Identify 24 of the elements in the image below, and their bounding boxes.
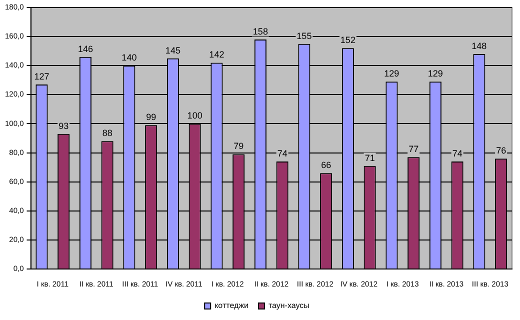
data-label: 66 xyxy=(321,160,332,170)
data-label: 155 xyxy=(296,30,312,41)
data-label: 76 xyxy=(496,146,506,156)
data-label: 74 xyxy=(452,148,462,158)
data-label: 140 xyxy=(122,52,137,63)
data-label: 142 xyxy=(209,50,224,60)
data-label: 146 xyxy=(78,44,93,54)
data-label: 127 xyxy=(34,71,50,82)
data-label: 152 xyxy=(340,35,356,46)
data-label: 100 xyxy=(187,110,202,121)
data-label: 148 xyxy=(472,40,487,51)
data-label: 71 xyxy=(364,152,375,163)
data-label: 129 xyxy=(384,68,400,79)
data-label: 93 xyxy=(58,120,69,131)
data-label: 77 xyxy=(408,144,419,154)
legend-label: таун-хаусы xyxy=(268,301,310,310)
data-label: 99 xyxy=(146,112,156,122)
data-label: 129 xyxy=(428,68,443,79)
data-label: 74 xyxy=(277,148,288,158)
data-label: 145 xyxy=(165,45,180,56)
data-label: 158 xyxy=(252,26,268,36)
data-label: 88 xyxy=(102,128,112,138)
data-label: 79 xyxy=(234,141,244,152)
legend-label: коттеджи xyxy=(214,301,248,310)
